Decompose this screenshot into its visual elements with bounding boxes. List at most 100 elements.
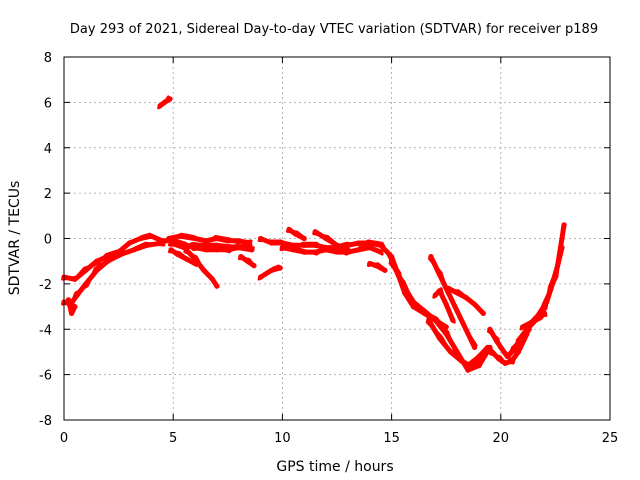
data-point	[463, 294, 469, 301]
data-point	[432, 292, 438, 298]
data-point	[528, 319, 535, 325]
y-tick-label: -8	[39, 414, 52, 429]
data-point	[437, 335, 443, 341]
data-point	[493, 338, 499, 344]
data-point	[450, 317, 456, 323]
data-point	[238, 254, 244, 260]
data-point	[445, 285, 451, 291]
data-point	[421, 308, 427, 314]
data-point	[192, 235, 198, 242]
data-point	[389, 254, 395, 260]
y-axis: -8 -6 -4 -2 0 2 4 6 8	[39, 51, 610, 429]
data-point	[312, 242, 318, 248]
data-point	[467, 363, 473, 369]
data-point	[485, 344, 491, 350]
series-track-mid-a-jitter	[165, 232, 253, 245]
data-point	[192, 260, 198, 267]
x-tick-label: 10	[274, 431, 291, 446]
data-point	[279, 245, 285, 251]
data-point	[126, 240, 133, 246]
data-point	[426, 317, 432, 323]
y-tick-label: -6	[39, 369, 52, 384]
data-point	[312, 249, 318, 255]
data-point	[167, 96, 173, 102]
data-point	[559, 245, 565, 251]
data-point	[443, 331, 449, 337]
data-point	[458, 358, 465, 364]
y-tick-label: 8	[44, 51, 52, 66]
data-point	[236, 238, 242, 244]
data-point	[399, 281, 406, 287]
data-point	[489, 349, 495, 355]
y-tick-label: 6	[44, 96, 52, 111]
data-point	[356, 247, 362, 253]
data-point	[203, 247, 209, 253]
data-point	[509, 358, 515, 364]
data-point	[214, 242, 220, 248]
data-point	[382, 267, 388, 273]
data-point	[168, 247, 174, 253]
data-point	[496, 356, 502, 362]
data-point	[472, 344, 478, 350]
data-point	[251, 263, 257, 269]
data-point	[301, 235, 307, 242]
series-track-arc-b-jitter	[432, 287, 456, 324]
data-point	[277, 265, 283, 271]
data-point	[454, 290, 460, 296]
chart-title: Day 293 of 2021, Sidereal Day-to-day VTE…	[70, 22, 598, 37]
data-point	[244, 258, 251, 264]
data-point	[428, 254, 434, 260]
y-tick-label: 0	[44, 233, 52, 248]
data-point	[236, 245, 242, 251]
data-point	[378, 242, 384, 248]
data-point	[249, 247, 255, 253]
data-point	[504, 353, 510, 360]
data-point	[345, 247, 351, 253]
data-point	[74, 292, 80, 298]
data-point	[356, 240, 362, 246]
data-point	[323, 235, 329, 242]
data-point	[334, 242, 340, 248]
data-point	[203, 238, 209, 244]
data-point	[561, 222, 567, 228]
data-point	[515, 338, 521, 344]
data-point	[159, 240, 165, 246]
data-point	[258, 235, 264, 242]
x-tick-label: 20	[493, 431, 510, 446]
data-point	[144, 242, 150, 248]
data-point	[378, 249, 384, 255]
data-point	[448, 349, 454, 355]
data-point	[183, 247, 189, 253]
x-axis-title: GPS time / hours	[276, 459, 393, 475]
data-point	[175, 251, 181, 257]
data-point	[161, 99, 168, 105]
y-tick-label: -2	[39, 278, 52, 293]
data-point	[476, 353, 482, 360]
data-point	[183, 256, 189, 262]
data-point	[214, 235, 220, 242]
y-tick-label: 2	[44, 187, 52, 202]
data-point	[209, 276, 216, 282]
x-tick-label: 25	[602, 431, 619, 446]
data-point	[432, 317, 438, 323]
x-axis: 0 5 10 15 20 25	[60, 57, 618, 446]
data-point	[137, 235, 143, 242]
data-point	[168, 240, 174, 246]
data-point	[65, 297, 71, 303]
data-point	[463, 326, 469, 332]
data-point	[148, 233, 154, 239]
data-point	[201, 267, 207, 273]
x-tick-label: 0	[60, 431, 68, 446]
y-axis-title: SDTVAR / TECUs	[7, 181, 23, 296]
series-track-bump-jitter	[312, 232, 351, 254]
data-point	[480, 310, 486, 316]
data-point	[515, 349, 521, 355]
data-point	[258, 274, 264, 280]
data-point	[537, 315, 543, 321]
data-point	[334, 249, 340, 255]
data-point	[83, 267, 89, 273]
data-point	[437, 272, 443, 278]
y-tick-label: -4	[39, 323, 52, 338]
x-tick-label: 5	[169, 431, 177, 446]
